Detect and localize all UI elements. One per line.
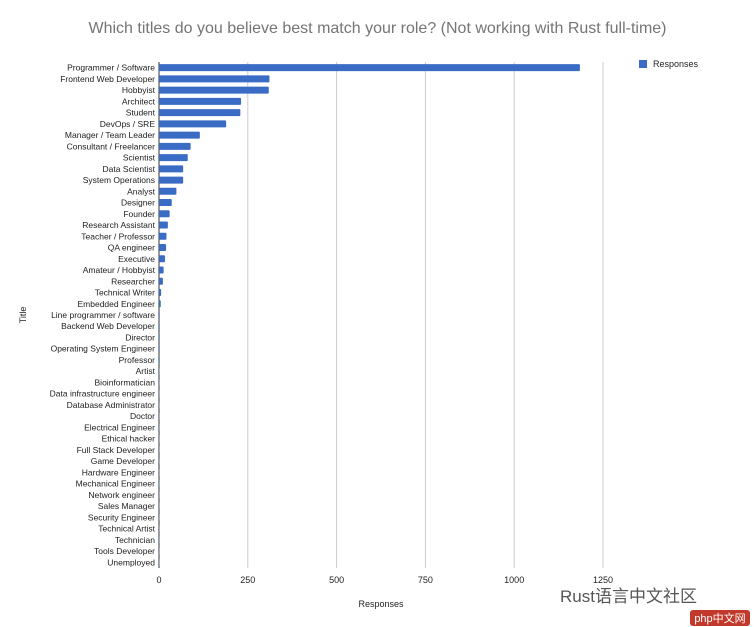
bar [159,109,241,117]
y-tick-label: Artist [136,366,156,376]
y-tick-label: Backend Web Developer [61,321,155,331]
y-tick-label: Professor [119,355,156,365]
bar [159,64,580,72]
y-tick-label: Tools Developer [94,546,155,556]
y-tick-label: Technical Writer [95,288,155,298]
y-tick-label: Network engineer [88,490,155,500]
watermark-logo-text: php中文网 [694,611,745,625]
bar [159,277,163,285]
y-tick-label: Technician [115,535,155,545]
bar [159,232,167,240]
y-tick-label: Manager / Team Leader [65,130,155,140]
y-tick-label: Technical Artist [98,524,155,534]
bar [159,311,160,319]
y-tick-label: Founder [123,209,155,219]
bar [159,289,162,297]
y-tick-label: Architect [122,96,156,106]
y-tick-label: Teacher / Professor [81,231,155,241]
bar [159,266,164,274]
bar [159,356,160,364]
bar [159,210,170,218]
x-tick-label: 250 [240,575,255,585]
y-tick-label: Line programmer / software [51,310,155,320]
y-tick-label: Amateur / Hobbyist [83,265,156,275]
x-tick-label: 750 [418,575,433,585]
y-tick-label: Security Engineer [88,512,155,522]
y-tick-label: Student [126,108,156,118]
bar [159,300,161,308]
y-tick-label: Scientist [123,153,156,163]
y-tick-label: Database Administrator [67,400,156,410]
y-tick-label: Consultant / Freelancer [67,141,156,151]
bar [159,199,172,207]
bar [159,75,270,83]
y-tick-label: Doctor [130,411,155,421]
y-tick-label: Researcher [111,276,155,286]
y-tick-label: Sales Manager [98,501,155,511]
y-tick-label: QA engineer [108,243,155,253]
y-tick-label: Analyst [127,186,156,196]
bar [159,221,168,229]
y-tick-label: Director [125,332,155,342]
y-tick-label: Embedded Engineer [77,299,155,309]
bar [159,97,242,105]
y-tick-label: Electrical Engineer [84,422,155,432]
y-tick-label: Research Assistant [82,220,155,230]
bar [159,187,177,195]
y-tick-label: Frontend Web Developer [60,74,155,84]
bar [159,165,184,173]
watermark: Rust语言中文社区 [560,587,697,606]
y-tick-label: Game Developer [91,456,155,466]
bar [159,322,160,330]
bar [159,142,191,150]
legend-swatch [639,60,647,68]
watermark-logo [690,610,750,626]
y-tick-label: Executive [118,254,155,264]
x-tick-label: 1000 [504,575,524,585]
y-tick-label: Operating System Engineer [51,344,156,354]
x-tick-label: 1250 [593,575,613,585]
bar [159,176,184,184]
bar [159,333,160,341]
y-tick-label: Bioinformatician [95,377,156,387]
y-tick-label: Hardware Engineer [82,467,155,477]
x-axis-label: Responses [358,599,404,609]
bar [159,154,188,162]
bar [159,131,200,139]
y-tick-label: Data infrastructure engineer [50,389,156,399]
y-tick-label: Hobbyist [122,85,156,95]
y-axis-label: Title [18,307,28,324]
x-tick-label: 500 [329,575,344,585]
bar [159,86,269,94]
y-tick-label: DevOps / SRE [100,119,156,129]
chart-title: Which titles do you believe best match y… [88,20,667,37]
y-tick-label: Programmer / Software [67,63,155,73]
y-tick-label: Full Stack Developer [77,445,156,455]
x-tick-label: 0 [156,575,161,585]
y-tick-label: Designer [121,198,155,208]
bar [159,345,160,353]
legend-label: Responses [653,59,699,69]
bar [159,120,227,128]
bar [159,244,167,252]
y-tick-label: Ethical hacker [102,434,156,444]
y-tick-label: Unemployed [107,557,155,567]
bar [159,255,166,263]
y-tick-label: Mechanical Engineer [76,479,156,489]
y-tick-label: Data Scientist [103,164,156,174]
y-tick-label: System Operations [83,175,155,185]
